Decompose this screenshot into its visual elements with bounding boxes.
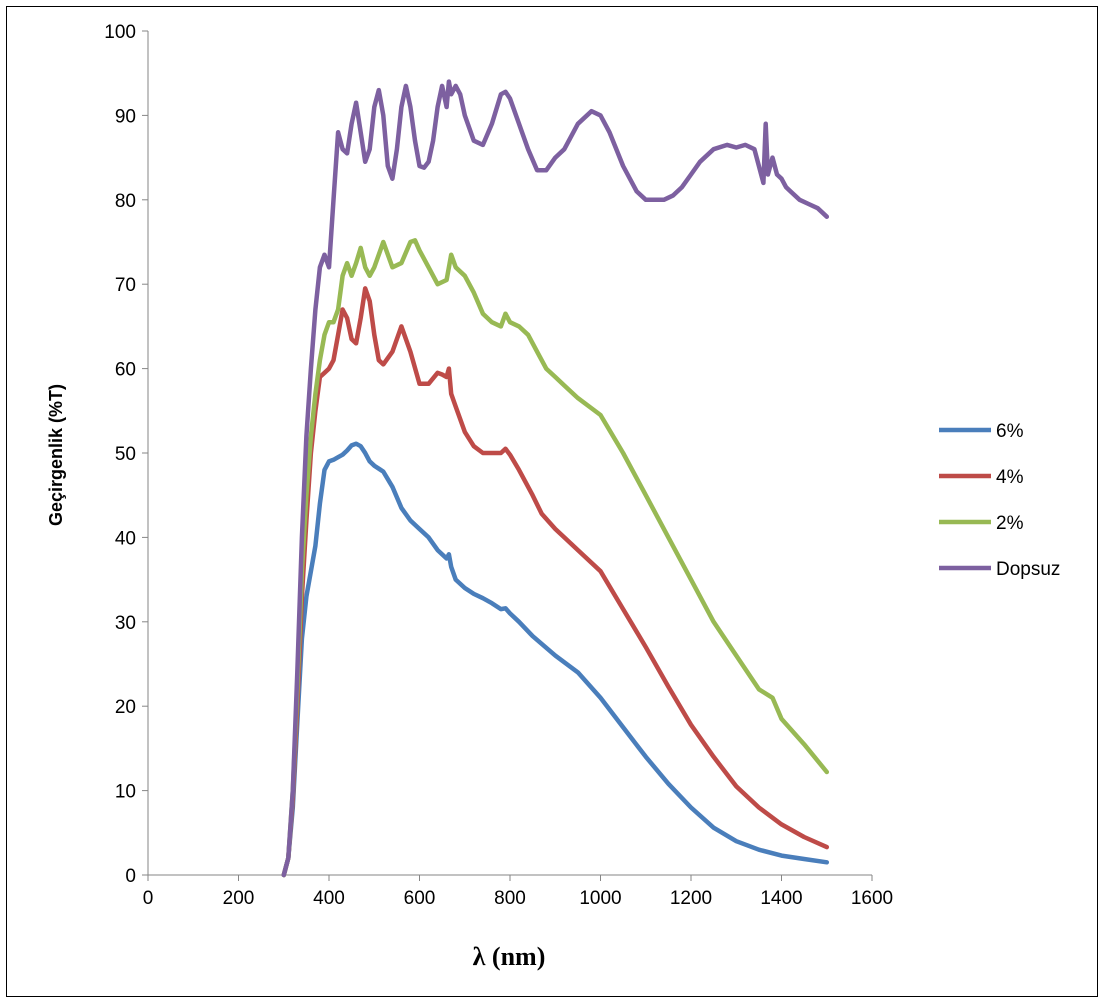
x-tick-label: 1600 [851,888,893,909]
legend-item: 6% [939,421,1024,442]
series-layer [281,79,830,878]
legend-label: 4% [996,467,1024,488]
legend: 6% 4% 2% Dopsuz [939,421,1060,580]
x-tick-label: 1200 [670,888,712,909]
x-tick-label: 1000 [579,888,621,909]
chart-frame: 0 10 20 30 40 50 60 70 80 90 100 0 200 400 600 800 1000 1… [6,6,1098,997]
legend-item: 4% [939,467,1024,488]
legend-item: Dopsuz [939,559,1060,580]
x-tick-label: 200 [223,888,255,909]
y-tick-label: 70 [115,275,136,296]
series-line-6 [281,441,830,878]
y-tick-label: 90 [115,106,136,127]
series-line-4 [281,286,830,878]
x-tick-label: 800 [494,888,526,909]
x-tick-label: 1400 [760,888,802,909]
y-axis-label: Geçirgenlik (%T) [46,384,66,526]
y-tick-label: 50 [115,444,136,465]
legend-label: 2% [996,513,1024,534]
x-tick-label: 0 [143,888,154,909]
y-tick-label: 40 [115,528,136,549]
x-tick-label: 400 [313,888,345,909]
series-line-2 [281,238,830,878]
legend-label: Dopsuz [996,559,1060,580]
y-tick-label: 100 [104,22,136,43]
y-tick-label: 20 [115,697,136,718]
series-line-dopsuz [281,79,830,878]
legend-label: 6% [996,421,1024,442]
y-tick-label: 60 [115,360,136,381]
legend-item: 2% [939,513,1024,534]
y-tick-label: 30 [115,613,136,634]
x-tick-label: 600 [404,888,436,909]
y-tick-label: 0 [125,866,136,887]
x-axis-label: λ (nm) [473,942,546,971]
y-tick-label: 80 [115,191,136,212]
y-tick-label: 10 [115,782,136,803]
